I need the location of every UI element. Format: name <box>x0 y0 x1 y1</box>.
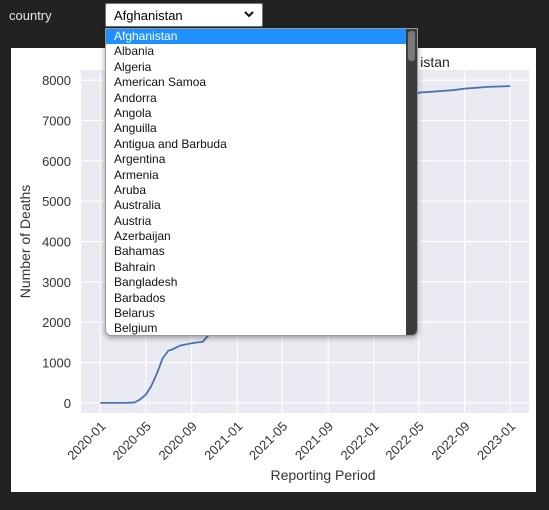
y-tick-label: 7000 <box>42 113 71 128</box>
x-tick-label: 2021-09 <box>292 419 336 463</box>
country-option[interactable]: Aruba <box>106 183 407 198</box>
country-dropdown-list[interactable]: Afghanistan Albania Algeria American Samoa A… <box>105 28 418 336</box>
x-tick-label: 2020-05 <box>109 419 153 463</box>
country-option[interactable]: Australia <box>106 198 407 213</box>
y-tick-label: 3000 <box>42 275 71 290</box>
country-option[interactable]: Angola <box>106 106 407 121</box>
country-option[interactable]: Azerbaijan <box>106 229 407 244</box>
dropdown-scrollbar[interactable] <box>406 29 417 335</box>
y-tick-label: 8000 <box>42 73 71 88</box>
country-option[interactable]: Austria <box>106 214 407 229</box>
y-tick-label: 5000 <box>42 194 71 209</box>
y-tick-label: 0 <box>64 396 71 411</box>
y-tick-label: 4000 <box>42 235 71 250</box>
y-tick-label: 1000 <box>42 356 71 371</box>
country-option[interactable]: Albania <box>106 44 407 59</box>
country-option[interactable]: Afghanistan <box>106 29 407 44</box>
country-option[interactable]: Bangladesh <box>106 275 407 290</box>
country-option[interactable]: Algeria <box>106 60 407 75</box>
country-select[interactable]: Afghanistan <box>105 3 263 27</box>
country-select-value: Afghanistan <box>114 8 183 23</box>
country-option[interactable]: Antigua and Barbuda <box>106 137 407 152</box>
country-option[interactable]: Argentina <box>106 152 407 167</box>
x-tick-label: 2023-01 <box>474 419 518 463</box>
x-tick-label: 2020-01 <box>64 419 108 463</box>
x-tick-label: 2021-05 <box>246 419 290 463</box>
chevron-down-icon <box>242 7 256 21</box>
x-tick-label: 2022-01 <box>338 419 382 463</box>
country-option[interactable]: Bahrain <box>106 260 407 275</box>
country-option[interactable]: Anguilla <box>106 121 407 136</box>
x-tick-label: 2021-01 <box>201 419 245 463</box>
x-axis-label: Reporting Period <box>270 467 375 483</box>
y-tick-label: 6000 <box>42 154 71 169</box>
country-option[interactable]: American Samoa <box>106 75 407 90</box>
country-option[interactable]: Barbados <box>106 291 407 306</box>
y-axis-label: Number of Deaths <box>17 185 33 299</box>
country-option[interactable]: Andorra <box>106 91 407 106</box>
x-tick-label: 2022-09 <box>428 419 472 463</box>
scrollbar-thumb[interactable] <box>408 31 415 61</box>
x-tick-label: 2022-05 <box>382 419 426 463</box>
country-options: Afghanistan Albania Algeria American Samoa A… <box>106 29 407 336</box>
country-filter-label: country <box>9 8 52 23</box>
x-tick-label: 2020-09 <box>155 419 199 463</box>
country-option[interactable]: Belarus <box>106 306 407 321</box>
chart-title: istan <box>420 54 450 70</box>
country-option[interactable]: Belgium <box>106 321 407 336</box>
y-tick-label: 2000 <box>42 315 71 330</box>
country-option[interactable]: Armenia <box>106 168 407 183</box>
country-option[interactable]: Bahamas <box>106 244 407 259</box>
